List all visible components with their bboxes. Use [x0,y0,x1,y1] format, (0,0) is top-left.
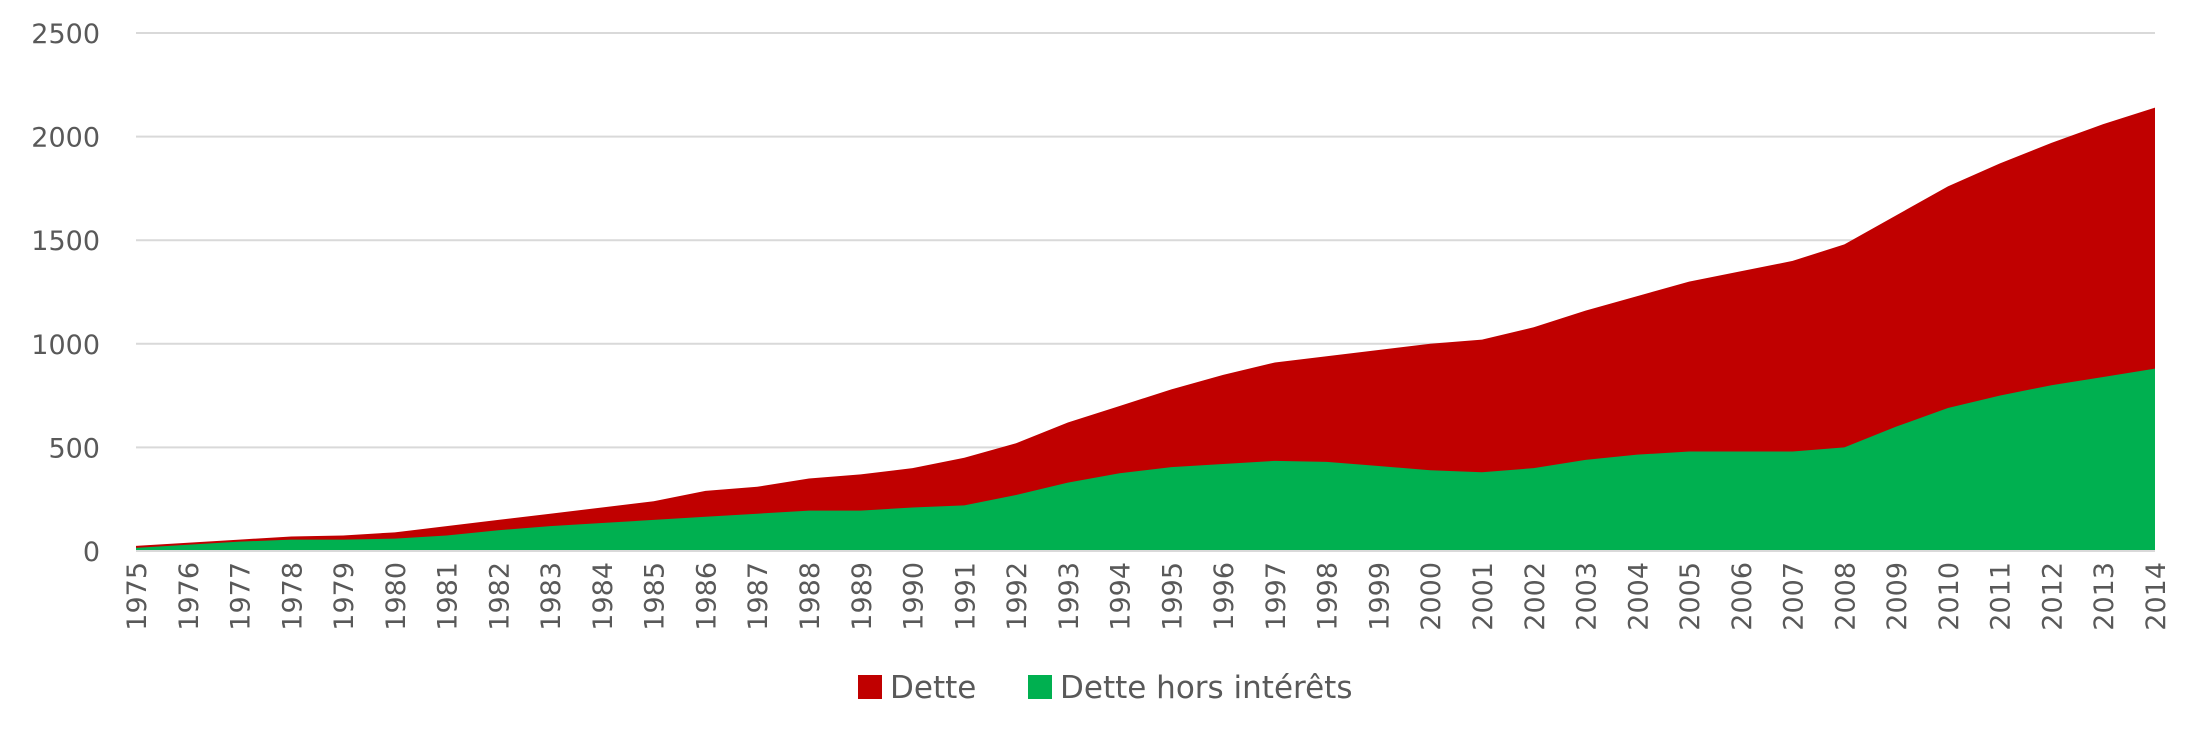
x-tick-label: 2003 [1572,562,1603,631]
x-tick-label: 1995 [1157,562,1188,631]
x-tick-label: 1991 [950,562,981,631]
x-tick-label: 1993 [1054,562,1085,631]
x-tick-label: 2006 [1727,562,1758,631]
x-tick-label: 1988 [795,562,826,631]
y-tick-label: 1000 [31,330,100,361]
x-tick-label: 1999 [1364,562,1395,631]
area-series-0 [136,107,2155,551]
x-tick-label: 1979 [329,562,360,631]
x-tick-label: 1992 [1002,562,1033,631]
x-tick-label: 2012 [2037,562,2068,631]
x-tick-label: 1981 [433,562,464,631]
x-tick-label: 1975 [122,562,153,631]
x-tick-label: 1982 [484,562,515,631]
x-tick-label: 1998 [1313,562,1344,631]
x-tick-label: 1978 [277,562,308,631]
x-tick-label: 1976 [174,562,205,631]
x-tick-label: 1977 [226,562,257,631]
x-tick-label: 2011 [1986,562,2017,631]
x-tick-label: 2005 [1675,562,1706,631]
x-tick-label: 1987 [743,562,774,631]
x-tick-label: 1986 [691,562,722,631]
x-tick-label: 1996 [1209,562,1240,631]
y-tick-label: 1500 [31,226,100,257]
legend-swatch [1028,675,1052,699]
y-tick-label: 0 [83,537,100,568]
x-tick-label: 1997 [1261,562,1292,631]
x-tick-label: 2014 [2141,562,2172,631]
y-tick-label: 2500 [31,19,100,50]
x-tick-label: 2008 [1830,562,1861,631]
y-axis: 0 500 1000 1500 2000 2500 [31,19,100,568]
legend-item-0[interactable]: Dette [858,670,976,706]
legend-label: Dette [890,670,976,706]
x-tick-label: 2001 [1468,562,1499,631]
x-tick-label: 1984 [588,562,619,631]
legend[interactable]: Dette Dette hors intérêts [858,670,1352,706]
x-tick-label: 1980 [381,562,412,631]
x-tick-label: 2009 [1882,562,1913,631]
x-axis: 1975 1976 1977 1978 1979 1980 1981 1982 1983 1984… [122,562,2172,631]
x-tick-label: 1994 [1106,562,1137,631]
x-tick-label: 1989 [847,562,878,631]
x-tick-label: 2000 [1416,562,1447,631]
x-tick-label: 2002 [1520,562,1551,631]
x-tick-label: 2004 [1623,562,1654,631]
area-series-1 [136,368,2155,551]
legend-swatch [858,675,882,699]
legend-item-1[interactable]: Dette hors intérêts [1028,670,1352,706]
plot-area [136,107,2155,552]
x-tick-label: 1990 [899,562,930,631]
x-tick-label: 2007 [1779,562,1810,631]
x-tick-label: 2013 [2089,562,2120,631]
y-tick-label: 500 [48,433,100,464]
x-tick-label: 1985 [640,562,671,631]
legend-label: Dette hors intérêts [1060,670,1352,706]
x-tick-label: 2010 [1934,562,1965,631]
y-tick-label: 2000 [31,123,100,154]
x-tick-label: 1983 [536,562,567,631]
